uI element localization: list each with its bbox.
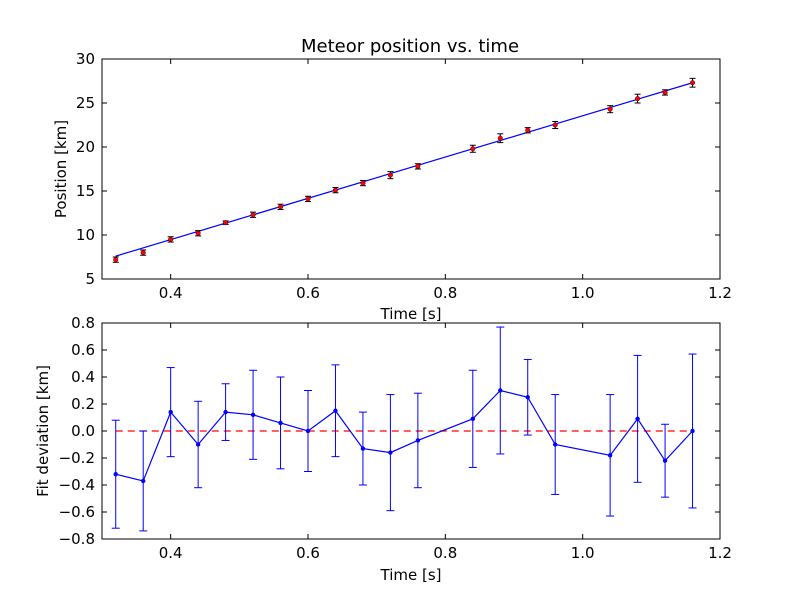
position-y-tick-label: 25 [76,94,95,112]
position-x-tick-label: 0.8 [433,284,457,302]
deviation-x-axis-label: Time [s] [380,566,442,584]
position-point [525,127,531,133]
position-point [552,122,558,128]
deviation-y-tick-label: −0.6 [59,503,95,521]
deviation-point [305,428,311,434]
position-y-tick-label: 15 [76,182,95,200]
position-point [332,187,338,193]
position-point [360,180,366,186]
position-y-tick-label: 20 [76,138,95,156]
deviation-y-tick-label: −0.8 [59,530,95,548]
position-point [497,135,503,141]
position-point [415,163,421,169]
deviation-point [333,408,338,413]
position-y-axis-label: Position [km] [52,120,70,218]
deviation-point [278,420,283,426]
position-x-tick-label: 1.0 [571,284,595,302]
deviation-x-tick-label: 0.8 [433,544,457,562]
position-y-tick-label: 10 [76,226,95,244]
deviation-y-tick-label: 0.2 [71,395,95,413]
position-point [113,257,119,263]
deviation-point [168,409,173,415]
position-point [278,204,284,210]
deviation-y-tick-label: −0.2 [59,449,95,467]
deviation-ticks: 0.4 0.6 0.8 1.0 1.2 −0.8 −0.6 −0.4 −0.2 0.0 0.2 0.4… [59,314,732,562]
position-x-axis-label: Time [s] [380,305,442,323]
deviation-point [388,450,393,455]
deviation-point [662,458,668,463]
deviation-point [635,416,640,422]
position-point [305,196,311,202]
deviation-panel: 0.4 0.6 0.8 1.0 1.2 −0.8 −0.6 −0.4 −0.2 0.0 0.2 0.4… [34,314,732,584]
deviation-x-tick-label: 1.0 [571,544,595,562]
deviation-point [690,428,695,434]
deviation-point [360,446,366,451]
position-y-tick-label: 5 [85,270,95,288]
position-axes-frame [101,58,721,280]
deviation-point [470,416,475,422]
deviation-point [415,438,421,443]
position-x-tick-label: 1.2 [708,284,732,302]
deviation-point [195,442,201,447]
deviation-y-tick-label: 0.8 [71,314,95,332]
deviation-point [525,395,530,400]
position-point [690,80,696,86]
position-ticks: 0.4 0.6 0.8 1.0 1.2 5 10 15 20 25 30 [76,50,732,302]
deviation-point [141,478,146,484]
position-point [250,212,256,218]
position-plot-area [112,77,696,263]
deviation-y-tick-label: 0.0 [71,422,95,440]
deviation-x-tick-label: 0.4 [159,544,183,562]
deviation-point [223,409,228,415]
deviation-series-line [115,389,693,482]
deviation-y-tick-label: 0.6 [71,341,95,359]
deviation-y-tick-label: −0.4 [59,476,95,494]
deviation-point [553,442,558,447]
chart-title: Meteor position vs. time [301,36,519,57]
position-point [168,236,174,242]
deviation-plot-area [111,326,697,532]
position-point [223,220,229,226]
deviation-y-tick-label: 0.4 [71,368,95,386]
position-point [387,172,393,178]
position-y-tick-label: 30 [76,50,95,68]
position-x-tick-label: 0.4 [159,284,183,302]
deviation-point [498,388,503,393]
deviation-x-tick-label: 0.6 [296,544,320,562]
position-point [607,106,613,112]
position-x-tick-label: 0.6 [296,284,320,302]
position-point [470,146,476,152]
fit-line [115,82,693,257]
deviation-x-tick-label: 1.2 [708,544,732,562]
deviation-point [607,453,613,458]
position-point [140,250,146,256]
position-point [662,89,668,95]
deviation-point [250,412,256,417]
position-point [195,230,201,236]
position-panel: Meteor position vs. time 0.4 0.6 0.8 1.0 1.2… [52,36,732,323]
deviation-point [113,472,118,477]
position-point [635,96,641,102]
deviation-y-axis-label: Fit deviation [km] [34,365,52,497]
